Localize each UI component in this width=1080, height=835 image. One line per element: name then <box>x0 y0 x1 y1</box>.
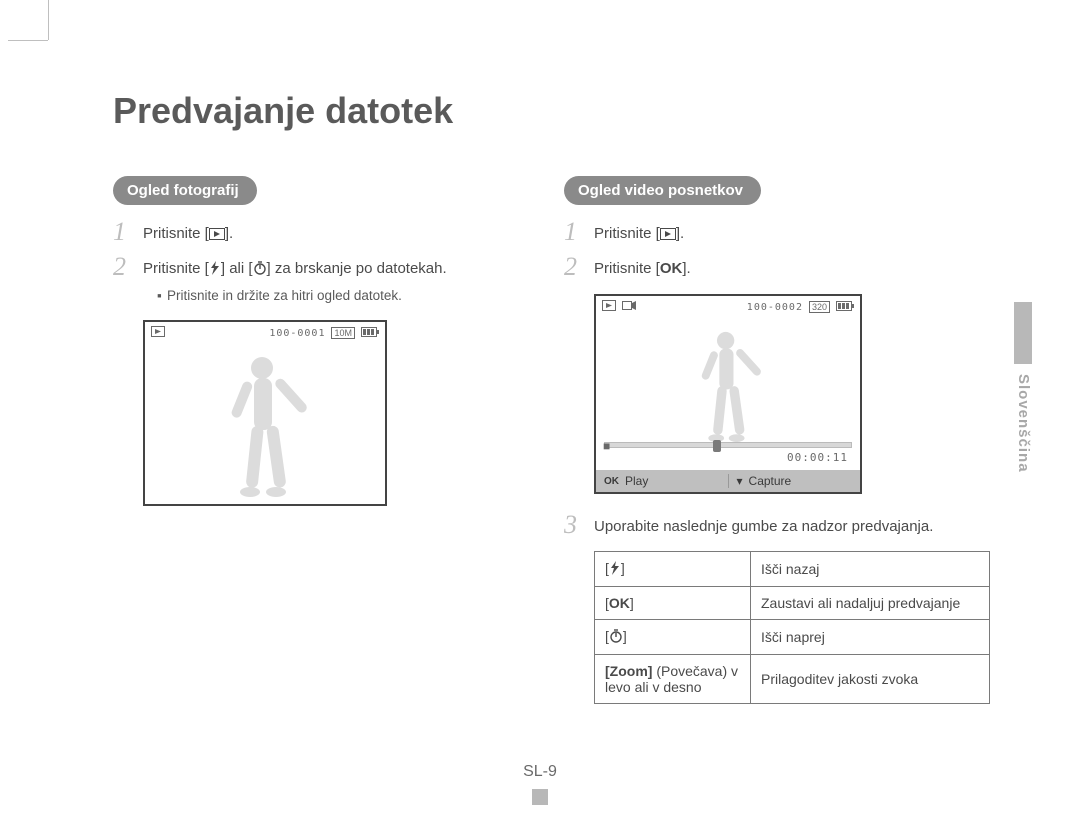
table-row: [] Išči nazaj <box>595 551 990 586</box>
step-number: 1 <box>564 219 594 245</box>
crop-mark-vertical <box>48 0 49 40</box>
progress-knob <box>713 440 721 452</box>
table-cell: Išči naprej <box>751 619 990 654</box>
table-cell: Zaustavi ali nadaljuj predvajanje <box>751 586 990 619</box>
flash-icon <box>609 561 621 578</box>
flash-icon <box>209 260 221 283</box>
step-text: Pritisnite [ <box>143 260 209 277</box>
table-row: [OK] Zaustavi ali nadaljuj predvajanje <box>595 586 990 619</box>
size-icon: 10M <box>331 327 355 339</box>
step-text: ] ali [ <box>221 260 253 277</box>
video-step-2: 2 Pritisnite [OK]. <box>564 254 984 281</box>
step-text: Pritisnite [ <box>143 225 209 242</box>
step-text: Pritisnite [ <box>594 225 660 242</box>
page-marker <box>532 789 548 805</box>
ok-icon: OK <box>604 476 619 487</box>
play-mode-icon <box>602 300 616 314</box>
table-cell: Prilagoditev jakosti zvoka <box>751 654 990 703</box>
step-text: ]. <box>676 225 684 242</box>
step-text: ]. <box>682 260 690 277</box>
step-text: ]. <box>225 225 233 242</box>
table-cell: Išči nazaj <box>751 551 990 586</box>
file-counter: 100-0002 <box>747 302 803 313</box>
play-mode-icon <box>151 326 165 340</box>
crop-mark-horizontal <box>8 40 48 41</box>
photo-step-1: 1 Pritisnite []. <box>113 219 533 248</box>
play-enter-icon <box>660 225 676 248</box>
column-videos: Ogled video posnetkov 1 Pritisnite []. 2… <box>564 176 984 704</box>
playback-controls-table: [] Išči nazaj [OK] Zaustavi ali nadaljuj… <box>594 551 990 704</box>
step-text: ] za brskanje po datotekah. <box>267 260 447 277</box>
step-number: 1 <box>113 219 143 245</box>
step-text: Pritisnite [ <box>594 260 660 277</box>
page-title: Predvajanje datotek <box>113 90 453 132</box>
video-step-3: 3 Uporabite naslednje gumbe za nadzor pr… <box>564 512 984 539</box>
lcd-video-preview: 100-0002 320 ■ <box>594 294 862 494</box>
language-side-tab: Slovenščina <box>1010 302 1032 482</box>
stop-icon: ■ <box>603 439 610 453</box>
step-number: 3 <box>564 512 594 538</box>
step-number: 2 <box>113 254 143 280</box>
step-text: Uporabite naslednje gumbe za nadzor pred… <box>594 512 933 539</box>
capture-label: Capture <box>749 474 792 488</box>
silhouette-figure <box>220 352 310 502</box>
down-icon: ▾ <box>737 474 743 488</box>
video-time: 00:00:11 <box>787 451 848 464</box>
step-number: 2 <box>564 254 594 280</box>
battery-icon <box>361 327 379 340</box>
timer-icon <box>253 260 267 283</box>
video-progress-bar: ■ <box>604 442 852 448</box>
silhouette-figure <box>691 328 765 446</box>
heading-videos: Ogled video posnetkov <box>564 176 761 205</box>
size-icon: 320 <box>809 301 830 313</box>
page-number: SL-9 <box>0 763 1080 781</box>
battery-icon <box>836 301 854 314</box>
step-sub-text: Pritisnite in držite za hitri ogled dato… <box>167 288 402 303</box>
heading-photos: Ogled fotografij <box>113 176 257 205</box>
table-cell-zoom: [Zoom] (Povečava) v levo ali v desno <box>595 654 751 703</box>
language-label: Slovenščina <box>1015 374 1032 473</box>
play-enter-icon <box>209 225 225 248</box>
lcd-photo-preview: 100-0001 10M <box>143 320 387 506</box>
play-label: Play <box>625 474 648 488</box>
video-mode-icon <box>622 300 636 314</box>
video-step-1: 1 Pritisnite []. <box>564 219 984 248</box>
column-photos: Ogled fotografij 1 Pritisnite []. 2 Prit… <box>113 176 533 506</box>
bullet-icon: ▪ <box>157 286 167 306</box>
timer-icon <box>609 629 623 646</box>
table-row: [Zoom] (Povečava) v levo ali v desno Pri… <box>595 654 990 703</box>
file-counter: 100-0001 <box>269 328 325 339</box>
photo-step-2: 2 Pritisnite [ ] ali [ ] za brskanje po da… <box>113 254 533 307</box>
table-row: [] Išči naprej <box>595 619 990 654</box>
ok-icon: OK <box>660 260 683 277</box>
ok-icon: OK <box>609 595 630 611</box>
